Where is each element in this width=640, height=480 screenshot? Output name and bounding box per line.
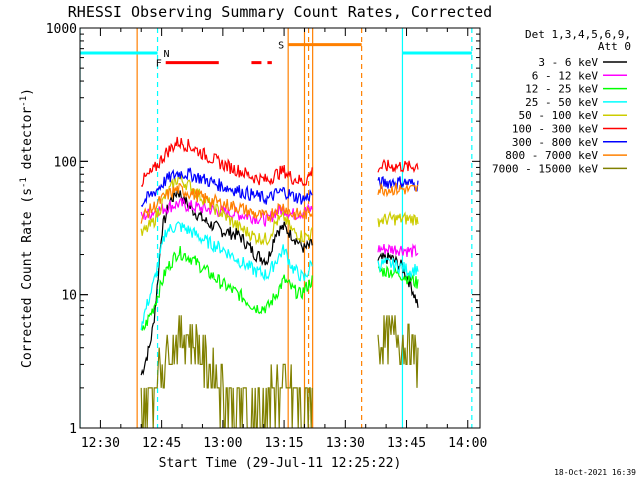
series-lines (140, 136, 419, 428)
x-tick-label: 13:30 (326, 436, 365, 451)
legend-entry: 300 - 800 keV (512, 136, 598, 149)
flag-label: N (164, 49, 170, 60)
legend-entry: 6 - 12 keV (532, 69, 599, 82)
legend-entry: 25 - 50 keV (525, 96, 598, 109)
interval-markers (80, 28, 473, 428)
series-line (140, 221, 313, 331)
series-line (377, 315, 419, 388)
flag-label: S (278, 41, 284, 52)
x-axis: 12:30 12:45 13:00 13:15 13:30 13:45 14:00 (79, 28, 487, 451)
legend-header: Att 0 (598, 40, 631, 53)
legend-header: Det 1,3,4,5,6,9, (525, 28, 631, 41)
chart-title: RHESSI Observing Summary Count Rates, Co… (68, 3, 492, 21)
flag-bars: NF S (80, 41, 472, 70)
x-tick-label: 13:45 (387, 436, 426, 451)
series-line (140, 167, 313, 208)
legend-entry: 12 - 25 keV (525, 83, 598, 96)
x-tick-label: 13:15 (265, 436, 304, 451)
timestamp: 18-Oct-2021 16:39 (554, 468, 636, 477)
series-line (140, 174, 313, 246)
y-tick-label: 1000 (46, 22, 77, 37)
y-axis-label: Corrected Count Rate (s-1 detector-1) (19, 88, 35, 368)
y-tick-label: 10 (61, 289, 77, 304)
series-line (377, 243, 419, 258)
series-line (377, 158, 419, 174)
x-tick-label: 13:00 (203, 436, 242, 451)
series-line (377, 176, 419, 192)
series-line (377, 256, 419, 278)
series-line (377, 210, 419, 228)
y-tick-label: 100 (54, 155, 77, 170)
series-line (140, 246, 313, 331)
series-line (140, 315, 313, 428)
x-axis-label: Start Time (29-Jul-11 12:25:22) (159, 456, 402, 471)
legend-entry: 50 - 100 keV (519, 109, 599, 122)
x-tick-label: 12:45 (142, 436, 181, 451)
y-axis: 1 10 100 1000 (46, 22, 480, 437)
flag-label: F (156, 59, 162, 70)
plot-frame (79, 27, 481, 429)
legend-entry: 800 - 7000 keV (505, 149, 598, 162)
legend-entry: 100 - 300 keV (512, 123, 598, 136)
series-line (140, 182, 313, 224)
y-tick-label: 1 (69, 422, 77, 437)
x-tick-label: 12:30 (81, 436, 120, 451)
series-line (377, 182, 419, 198)
x-tick-label: 14:00 (448, 436, 487, 451)
series-line (140, 136, 313, 188)
legend-entry: 3 - 6 keV (538, 56, 598, 69)
legend-entry: 7000 - 15000 keV (492, 162, 598, 175)
